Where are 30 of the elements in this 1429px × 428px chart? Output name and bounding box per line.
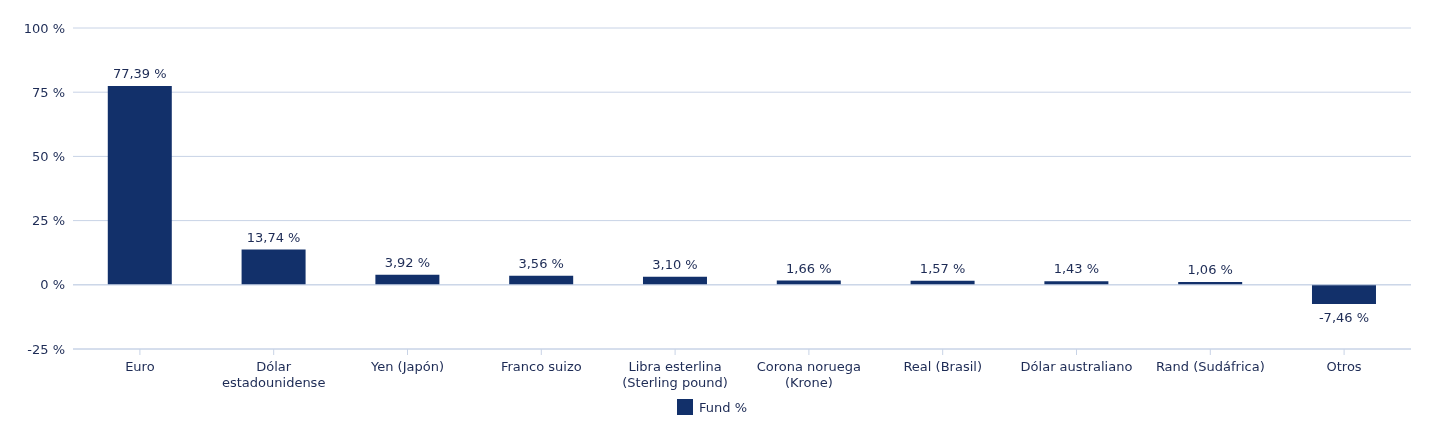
bar: [1311, 284, 1376, 304]
data-label: 1,66 %: [786, 260, 832, 276]
x-tick-label: Corona noruega (Krone): [756, 359, 862, 390]
y-tick-label: 50 %: [31, 149, 65, 165]
bar: [241, 249, 306, 285]
y-tick-label: -25 %: [27, 341, 65, 357]
data-label: 3,56 %: [518, 255, 564, 271]
x-tick-label: Libra esterlina (Sterling pound): [622, 359, 728, 390]
y-tick-label: 75 %: [31, 84, 65, 100]
data-label: 3,92 %: [384, 254, 431, 270]
x-tick-label: Otros: [1326, 359, 1362, 374]
data-label: -7,46 %: [1318, 309, 1370, 325]
x-tick-label: Rand (Sudáfrica): [1155, 359, 1265, 374]
data-label: 3,10 %: [652, 256, 698, 272]
data-label: 77,39 %: [112, 66, 167, 82]
data-label: 13,74 %: [246, 229, 301, 245]
y-tick-label: 25 %: [31, 213, 65, 229]
legend-label: Fund %: [698, 399, 747, 415]
bar: [107, 86, 172, 285]
x-tick-label: Real (Brasil): [903, 359, 982, 374]
y-tick-label: 100 %: [23, 20, 65, 36]
x-tick-label: Franco suizo: [500, 359, 582, 374]
data-label: 1,43 %: [1053, 261, 1100, 277]
y-tick-label: 0 %: [40, 277, 65, 293]
x-tick-label: Euro: [125, 359, 155, 374]
data-label: 1,57 %: [919, 260, 966, 276]
x-tick-label: Dólar australiano: [1020, 359, 1133, 374]
x-tick-label: Dólar estadounidense: [222, 359, 326, 390]
data-label: 1,06 %: [1187, 262, 1233, 278]
x-tick-label: Yen (Japón): [370, 359, 444, 374]
